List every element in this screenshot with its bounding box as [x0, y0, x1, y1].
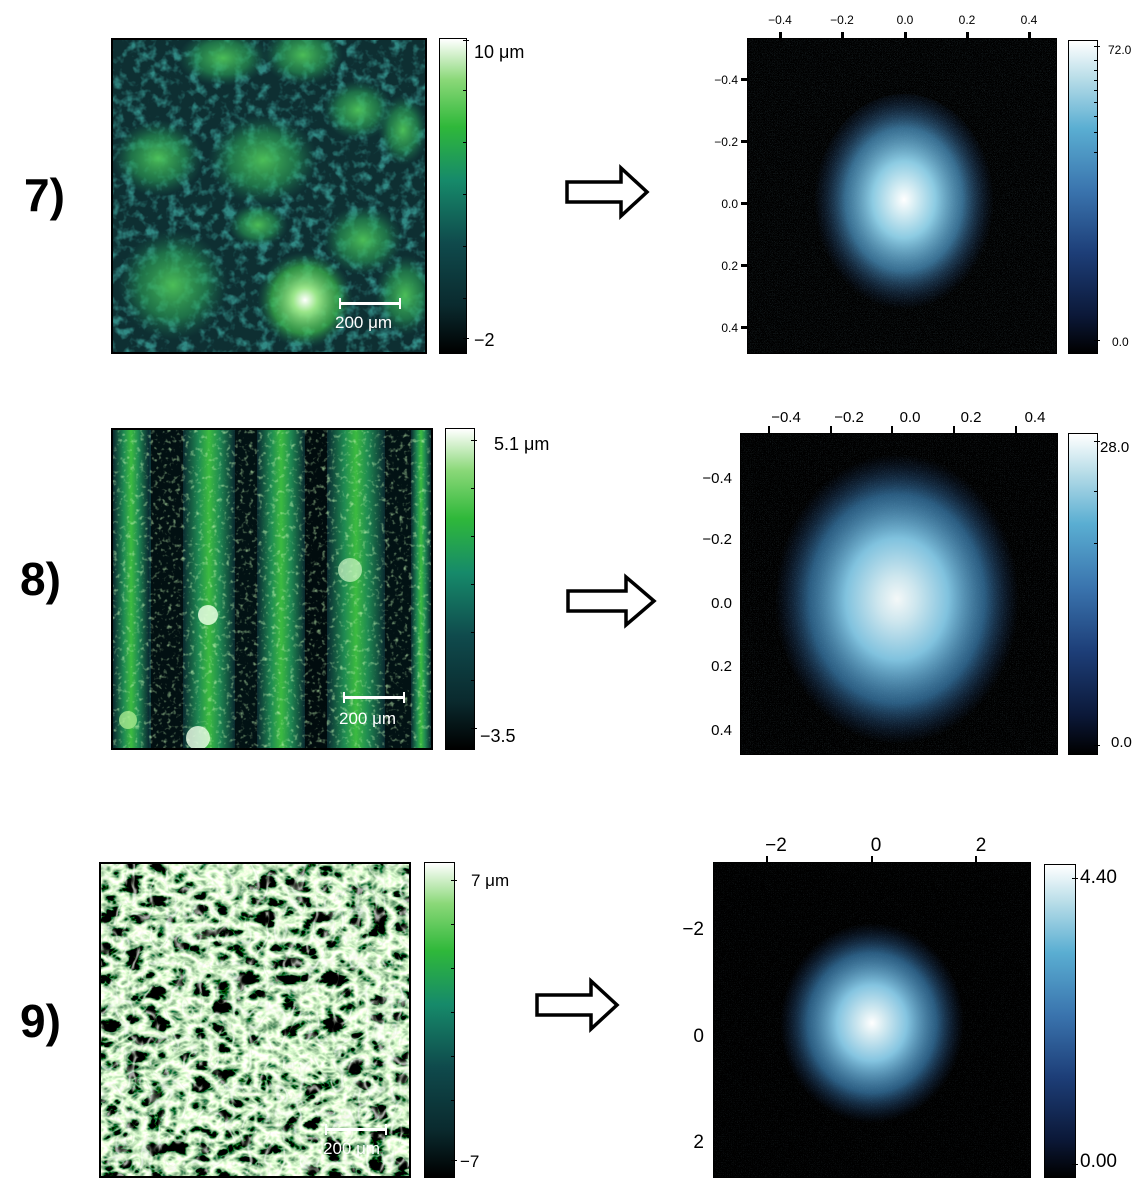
colorbar-min-label: −7 [460, 1152, 480, 1171]
height-colorbar [424, 862, 455, 1178]
fft-y-tick: 0.4 [721, 321, 738, 335]
fft-image [714, 863, 1030, 1177]
fft-x-tick: −0.2 [830, 13, 854, 27]
fft-x-tickmark [768, 426, 770, 434]
arrow-icon [535, 977, 620, 1033]
fft-x-tickmark [891, 426, 893, 434]
colorbar-min-label: 0.0 [1111, 734, 1132, 751]
colorbar-min-label: −2 [474, 330, 495, 350]
fft-y-tick: 0 [693, 1026, 704, 1047]
fft-x-tickmark [841, 32, 844, 40]
fft-y-tickmark [741, 140, 749, 143]
fft-x-tick: 0.0 [899, 409, 921, 426]
fft-y-tick: −2 [682, 919, 704, 940]
scale-bar-label: 200 μm [335, 313, 393, 332]
intensity-colorbar [1068, 40, 1098, 354]
topography-image [101, 864, 409, 1176]
fft-x-tickmark [904, 32, 907, 40]
fft-x-tickmark [953, 426, 955, 434]
panel-label: 7) [24, 169, 65, 221]
fft-x-tick: −0.4 [771, 409, 801, 426]
fft-x-tickmark [871, 856, 873, 864]
fft-x-tickmark [766, 856, 768, 864]
fft-x-tickmark [1028, 32, 1031, 40]
colorbar-max-label: 5.1 μm [494, 434, 550, 454]
fft-y-tickmark [741, 326, 749, 329]
topography-map: 200 μm [111, 428, 433, 750]
fft-y-tick: −0.2 [714, 135, 738, 149]
fft-x-tick: 0.0 [896, 13, 914, 27]
fft-x-tick: 2 [975, 835, 987, 856]
fft-x-tickmark [1015, 426, 1017, 434]
fft-x-tickmark [830, 426, 832, 434]
topography-image [113, 40, 425, 352]
fft-y-tick: 0.2 [721, 259, 738, 273]
fft-x-tickmark [975, 856, 977, 864]
fft-image [741, 434, 1057, 754]
arrow-icon [565, 164, 650, 220]
fft-x-tick: 0.2 [960, 409, 982, 426]
panel-label: 8) [20, 553, 61, 605]
fft-spectrum [747, 38, 1057, 354]
fft-x-tickmark [966, 32, 969, 40]
fft-y-tick: −0.4 [714, 73, 738, 87]
fft-x-tick: −0.2 [834, 409, 864, 426]
colorbar-min-label: 0.0 [1112, 335, 1129, 349]
height-colorbar [445, 428, 475, 750]
fft-y-tickmark [741, 202, 749, 205]
scale-bar [343, 692, 405, 703]
panel-row-9: 9) 200 μm 7 μm −7 [0, 800, 1142, 1178]
topography-image [113, 430, 431, 748]
scale-bar [325, 1124, 387, 1135]
arrow-icon [566, 573, 657, 629]
colorbar-min-label: 0.00 [1080, 1151, 1117, 1172]
fft-y-tick: −0.4 [702, 470, 732, 487]
fft-x-tick: −0.4 [768, 13, 792, 27]
fft-y-tick: 2 [693, 1132, 704, 1153]
fft-x-tickmark [779, 32, 782, 40]
fft-spectrum [713, 862, 1031, 1178]
fft-y-tick: 0.0 [721, 197, 738, 211]
fft-x-tick: −2 [765, 835, 787, 856]
fft-y-tick: −0.2 [702, 531, 732, 548]
colorbar-max-label: 4.40 [1080, 867, 1117, 888]
fft-x-tick: 0 [870, 835, 882, 856]
fft-y-tick: 0.0 [711, 595, 732, 612]
scale-bar [339, 298, 401, 309]
topography-map: 200 μm [111, 38, 427, 354]
fft-spectrum [740, 433, 1058, 755]
fft-y-tickmark [741, 78, 749, 81]
fft-x-tick: 0.2 [958, 13, 976, 27]
intensity-colorbar [1044, 864, 1076, 1178]
fft-x-tick: 0.4 [1020, 13, 1038, 27]
topography-map: 200 μm [99, 862, 411, 1178]
colorbar-min-label: −3.5 [480, 726, 516, 746]
colorbar-max-label: 7 μm [471, 871, 510, 890]
panel-row-8: 8) [0, 380, 1142, 780]
scale-bar-label: 200 μm [323, 1139, 381, 1158]
colorbar-max-label: 10 μm [474, 42, 525, 62]
fft-x-tick: 0.4 [1024, 409, 1046, 426]
intensity-colorbar [1068, 433, 1098, 755]
fft-y-tick: 0.4 [711, 722, 732, 739]
colorbar-max-label: 28.0 [1100, 439, 1130, 456]
fft-y-tick: 0.2 [711, 658, 732, 675]
panel-label: 9) [20, 995, 61, 1047]
colorbar-max-label: 72.0 [1108, 43, 1132, 57]
panel-row-7: 7) [0, 0, 1142, 380]
scale-bar-label: 200 μm [339, 709, 397, 728]
fft-y-tickmark [741, 264, 749, 267]
fft-image [748, 39, 1056, 353]
height-colorbar [439, 38, 467, 354]
